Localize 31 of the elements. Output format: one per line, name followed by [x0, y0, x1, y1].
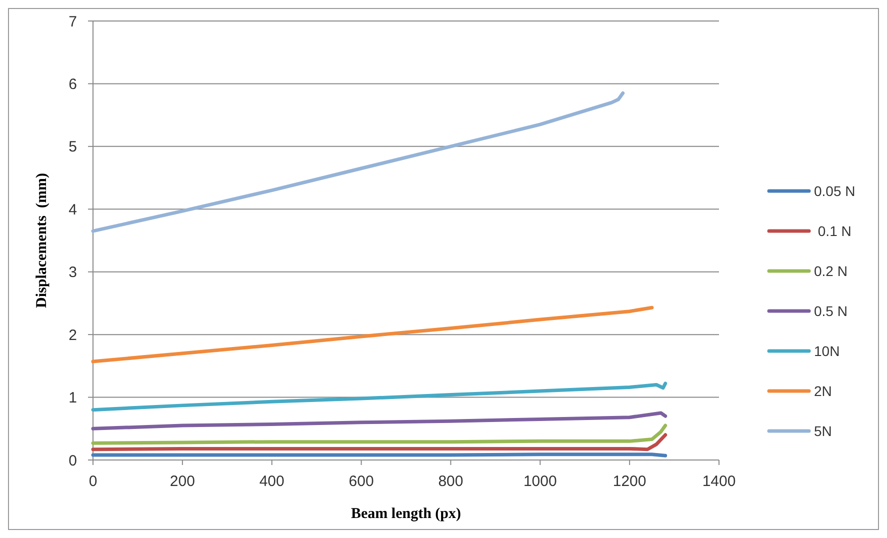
y-tick-label: 1: [68, 390, 77, 407]
legend-label: 0.1 N: [814, 222, 852, 239]
legend-label: 2N: [814, 382, 832, 399]
legend-label: 0.2 N: [814, 262, 848, 279]
line-series: [91, 433, 668, 452]
x-axis-title: Beam length (px): [351, 506, 461, 522]
y-axis-title: Displacements (mm): [34, 173, 50, 308]
y-tick-label: 0: [68, 452, 77, 470]
x-tick-label: 1200: [612, 473, 646, 490]
x-tick-label: 400: [259, 473, 284, 490]
y-tick-label: 2: [68, 326, 77, 344]
legend-label: 10N: [814, 342, 840, 359]
line-series: [91, 306, 654, 364]
x-tick-label: 200: [170, 473, 195, 490]
y-tick-label: 4: [68, 201, 77, 218]
legend-label: 0.5 N: [814, 302, 848, 319]
y-tick-label: 3: [68, 264, 77, 282]
y-tick-label: 7: [68, 13, 77, 30]
x-tick-label: 1000: [523, 473, 557, 490]
x-tick-label: 1400: [702, 473, 736, 490]
legend-label: 0.05 N: [814, 182, 856, 199]
x-tick-label: 800: [438, 473, 464, 490]
y-tick-label: 5: [68, 138, 77, 156]
x-tick-label: 600: [348, 473, 374, 490]
line-series: [91, 411, 668, 430]
line-series: [91, 91, 625, 233]
line-series: [91, 424, 668, 445]
line-series: [91, 382, 668, 412]
x-tick-label: 0: [88, 473, 98, 490]
legend-label: 5N: [814, 422, 832, 439]
y-tick-label: 6: [68, 76, 77, 93]
